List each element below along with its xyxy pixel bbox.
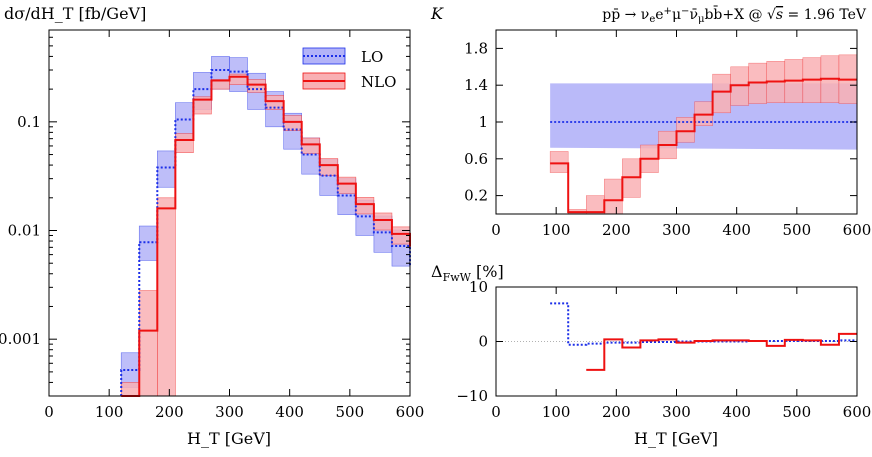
- nlo-central-line: [121, 75, 411, 397]
- nlo-band-bin: [229, 73, 248, 85]
- nlo-band-bin: [175, 133, 194, 153]
- lo-band-bin: [157, 150, 176, 188]
- k-nlo-band-bin: [549, 151, 569, 173]
- y-tick-label: −10: [456, 387, 488, 405]
- distribution-xlabel: H_T [GeV]: [187, 429, 271, 448]
- legend: LO NLO: [302, 47, 396, 91]
- process-label-part: pp̄ → ν: [602, 7, 649, 23]
- distribution-ticks: 0 100 200 300 400 500 600 0.001 0.01 0.1: [0, 30, 424, 421]
- lo-band-bin: [138, 225, 158, 261]
- x-tick-label: 0: [44, 403, 54, 421]
- k-nlo-band-bin: [604, 178, 623, 215]
- y-tick-label: 0.2: [464, 187, 488, 205]
- kfactor-lines: [550, 77, 857, 214]
- nlo-band-bin: [138, 290, 158, 397]
- x-tick-label: 500: [783, 403, 812, 421]
- nlo-band-bin: [120, 382, 140, 397]
- process-label-part: μ: [698, 14, 705, 25]
- y-tick-label: 1.8: [464, 39, 488, 57]
- y-tick-label: 0.001: [0, 330, 41, 348]
- y-tick-label: 10: [469, 278, 488, 296]
- process-label-part: bb̄+X @: [704, 5, 767, 23]
- x-tick-label: 300: [215, 403, 244, 421]
- nlo-band-bin: [301, 137, 321, 154]
- delta-ylabel-main: Δ: [431, 262, 443, 281]
- y-tick-label: 0.6: [464, 150, 488, 168]
- nlo-band-bin: [337, 176, 357, 194]
- process-label: pp̄ → νee+μ−ν̄μbb̄+X @ √s = 1.96 TeV: [602, 5, 867, 25]
- x-tick-label: 200: [602, 403, 631, 421]
- delta-lo-line: [550, 302, 857, 346]
- distribution-panel: 0 100 200 300 400 500 600 0.001 0.01 0.1 dσ/dH_T …: [0, 4, 424, 448]
- k-nlo-central-line: [550, 77, 857, 214]
- nlo-band-bin: [319, 158, 339, 176]
- delta-nlo-line: [586, 332, 857, 371]
- kfactor-ticks: 0 100 200 300 400 500 600 0.2 0.6 1 1.4 1.8: [464, 30, 871, 239]
- y-tick-label: 0: [478, 333, 488, 351]
- delta-ylabel-sub: FwW: [443, 271, 472, 284]
- x-tick-label: 200: [602, 221, 631, 239]
- delta-xlabel: H_T [GeV]: [634, 429, 718, 448]
- nlo-band-bin: [283, 115, 302, 131]
- process-label-part: √: [767, 7, 776, 23]
- nlo-band-bin: [247, 79, 266, 93]
- y-tick-label: 0.1: [17, 113, 41, 131]
- distribution-lines: [120, 68, 411, 397]
- x-tick-label: 0: [491, 221, 501, 239]
- x-tick-label: 400: [722, 221, 751, 239]
- x-tick-label: 400: [722, 403, 751, 421]
- x-tick-label: 300: [662, 403, 691, 421]
- process-label-part: −: [681, 6, 689, 17]
- process-label-part: e: [655, 7, 663, 23]
- process-label-part: ν̄: [689, 7, 698, 23]
- delta-ylabel: ΔFwW [%]: [431, 262, 504, 284]
- x-tick-label: 600: [396, 403, 425, 421]
- x-tick-label: 400: [275, 403, 304, 421]
- x-tick-label: 0: [491, 403, 501, 421]
- nlo-band-bin: [355, 197, 375, 215]
- distribution-ylabel: dσ/dH_T [fb/GeV]: [4, 4, 146, 23]
- delta-lines: [496, 302, 857, 371]
- process-label-part: +: [664, 6, 672, 17]
- lo-central-line: [120, 68, 411, 396]
- process-label-part: μ: [672, 7, 681, 23]
- process-label-part: s: [776, 7, 783, 23]
- x-tick-label: 100: [542, 403, 571, 421]
- x-tick-label: 600: [843, 221, 872, 239]
- k-nlo-band-bin: [712, 73, 731, 114]
- nlo-band-bin: [157, 197, 176, 397]
- legend-lo-label: LO: [361, 48, 383, 66]
- y-tick-label: 1: [478, 113, 488, 131]
- legend-nlo-label: NLO: [361, 73, 396, 91]
- process-label-part: = 1.96 TeV: [783, 7, 867, 23]
- x-tick-label: 200: [155, 403, 184, 421]
- process-label-part: e: [649, 14, 655, 25]
- delta-ylabel-unit: [%]: [471, 262, 504, 281]
- kfactor-panel: 0 100 200 300 400 500 600 0.2 0.6 1 1.4 1.8 K pp̄ →…: [430, 4, 871, 239]
- nlo-band-bin: [373, 212, 393, 231]
- x-tick-label: 600: [843, 403, 872, 421]
- distribution-bands: [120, 56, 411, 397]
- y-tick-label: 1.4: [464, 76, 488, 94]
- x-tick-label: 100: [542, 221, 571, 239]
- y-tick-label: 0.01: [8, 222, 41, 240]
- x-tick-label: 100: [95, 403, 124, 421]
- x-tick-label: 300: [662, 221, 691, 239]
- x-tick-label: 500: [336, 403, 365, 421]
- x-tick-label: 500: [783, 221, 812, 239]
- kfactor-ylabel: K: [430, 4, 444, 23]
